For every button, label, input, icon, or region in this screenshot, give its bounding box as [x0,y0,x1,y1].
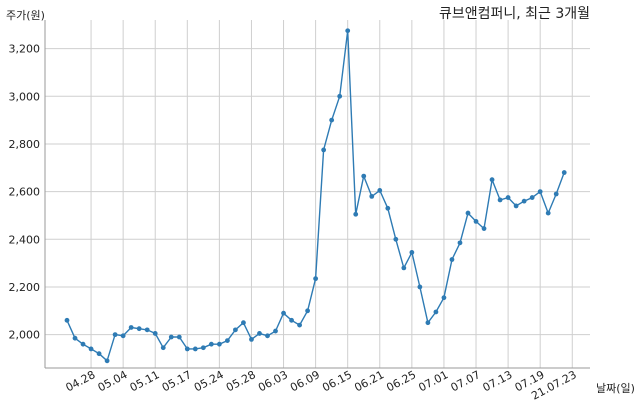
y-tick-label: 2,000 [9,329,41,342]
data-point [64,317,70,323]
x-tick-label: 06.25 [384,368,418,394]
x-tick-label: 07.07 [449,368,483,394]
data-point [361,173,367,179]
data-point [120,333,126,339]
y-tick-label: 2,800 [9,138,41,151]
data-point [176,334,182,340]
data-point [80,341,86,347]
data-point [329,117,335,123]
data-point [393,236,399,242]
x-tick-label: 05.11 [128,368,162,394]
data-point [216,341,222,347]
y-tick-label: 3,000 [9,90,41,103]
data-point [168,334,174,340]
x-tick-label: 04.28 [64,368,98,394]
data-point [465,210,471,216]
data-point [144,327,150,333]
data-point [417,284,423,290]
x-tick-label: 05.17 [160,368,194,394]
x-tick-label: 06.09 [288,368,322,394]
data-point [441,295,447,301]
data-point [457,240,463,246]
y-tick-label: 3,200 [9,43,41,56]
data-point [96,351,102,357]
chart-title: 큐브앤컴퍼니, 최근 3개월 [439,6,590,22]
data-point [233,327,238,333]
data-point [265,333,270,339]
data-point [489,177,495,183]
data-point [353,211,359,217]
y-tick-labels: 2,000 2,200 2,400 2,600 2,800 3,000 3,200 [9,43,41,342]
data-point [345,28,351,34]
data-point [561,170,567,175]
data-point [305,308,310,314]
data-point [497,197,503,203]
data-point [104,358,110,364]
data-point [401,265,407,271]
data-point [152,331,158,336]
data-point [225,338,230,343]
data-point [313,276,319,282]
data-point [257,331,262,336]
data-point [537,189,543,195]
y-tick-label: 2,400 [9,233,41,246]
data-point [136,326,142,332]
data-point [321,147,327,153]
data-point [160,345,166,351]
data-point [281,310,286,316]
data-point [521,198,527,204]
data-point [297,322,302,328]
x-tick-labels: 04.2805.0405.1105.1705.2405.2806.0306.09… [64,368,579,402]
data-point [249,336,254,342]
x-tick-label: 07.13 [481,368,515,394]
y-axis-label: 주가(원) [6,9,45,22]
data-point [513,203,519,209]
data-point [337,93,343,99]
gridlines [45,20,590,368]
data-point [184,346,190,352]
data-point [88,346,94,352]
x-axis-label: 날짜(일) [596,381,635,395]
data-point [553,191,559,197]
data-point [505,195,511,200]
x-tick-label: 06.15 [320,368,354,394]
data-point [481,226,487,231]
axes [44,20,590,369]
x-tick-label: 05.24 [192,368,226,394]
data-points [64,28,567,364]
data-point [385,205,391,211]
y-tick-label: 2,600 [9,186,41,199]
data-point [128,325,134,330]
data-point [545,210,551,216]
data-point [273,328,278,334]
x-tick-label: 05.04 [96,368,130,394]
y-tick-label: 2,200 [9,281,41,294]
data-point [289,317,294,323]
data-point [449,257,455,262]
x-tick-label: 06.21 [352,368,386,394]
data-point [369,193,375,199]
data-point [425,320,431,326]
data-point [433,309,439,315]
data-point [377,188,383,193]
x-tick-label: 07.01 [416,368,450,394]
data-point [241,320,246,326]
data-point [409,249,415,255]
data-point [529,195,535,200]
x-tick-label: 06.03 [256,368,290,394]
data-point [473,219,479,224]
data-point [112,332,118,338]
x-tick-label: 05.28 [224,368,258,394]
data-point [192,346,198,352]
data-point [72,335,78,341]
data-point [200,345,206,351]
data-point [208,341,214,347]
